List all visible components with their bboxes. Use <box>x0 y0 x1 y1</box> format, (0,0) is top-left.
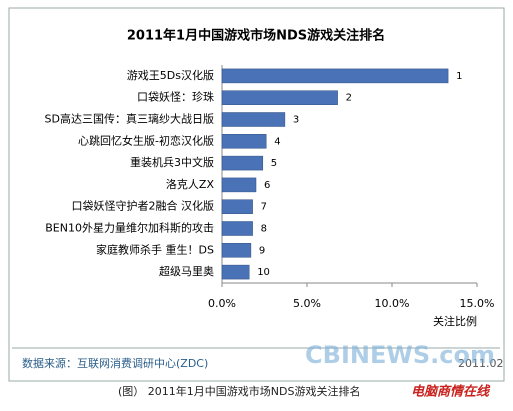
y-tick-label: SD高达三国传：真三璃纱大战日版 <box>45 112 214 126</box>
watermark: CBINEWS.com <box>305 341 495 369</box>
rank-label: 9 <box>259 245 265 256</box>
frame <box>8 7 505 382</box>
bar <box>221 155 264 171</box>
x-tick-label: 5.0% <box>293 297 321 310</box>
chart-title: 2011年1月中国游戏市场NDS游戏关注排名 <box>127 28 385 44</box>
y-tick-label: 家庭教师杀手 重生！DS <box>96 242 214 256</box>
y-tick-label: 心跳回忆女生版-初恋汉化版 <box>78 133 214 147</box>
x-tick-label: 0.0% <box>208 297 236 310</box>
rank-label: 10 <box>257 267 270 278</box>
bar <box>221 264 250 280</box>
x-tick-label: 10.0% <box>375 297 410 310</box>
y-tick-label: BEN10外星力量维尔加科斯的攻击 <box>45 221 214 235</box>
y-tick-label: 游戏王5Ds汉化版 <box>127 68 214 82</box>
rank-label: 8 <box>261 224 267 235</box>
bar <box>221 112 286 127</box>
bar <box>221 90 338 105</box>
bar <box>221 243 252 258</box>
watermark-cn: 电脑商情在线 <box>411 384 491 400</box>
y-tick-label: 口袋妖怪守护者2融合 汉化版 <box>72 199 215 213</box>
rank-label: 5 <box>271 158 277 169</box>
bar <box>221 177 257 193</box>
y-tick-label: 重装机兵3中文版 <box>130 155 214 169</box>
bar <box>221 199 253 214</box>
rank-label: 2 <box>346 93 352 104</box>
rank-label: 4 <box>274 136 280 147</box>
x-tick-label: 15.0% <box>460 297 495 310</box>
rank-label: 3 <box>293 115 299 126</box>
y-tick-label: 口袋妖怪：珍珠 <box>137 90 214 104</box>
rank-label: 7 <box>261 202 267 213</box>
x-axis-title: 关注比例 <box>433 314 477 328</box>
bar <box>221 68 449 84</box>
caption: (图） 2011年1月中国游戏市场NDS游戏关注排名 <box>118 384 360 398</box>
rank-label: 6 <box>264 180 270 191</box>
y-tick-label: 超级马里奥 <box>159 264 214 278</box>
rank-label: 1 <box>456 71 462 82</box>
date: 2011.02 <box>458 357 504 370</box>
bar <box>221 134 267 149</box>
source: 数据来源：互联网消费调研中心(ZDC) <box>22 356 208 370</box>
y-tick-label: 洛克人ZX <box>166 177 215 191</box>
bar <box>221 221 253 236</box>
